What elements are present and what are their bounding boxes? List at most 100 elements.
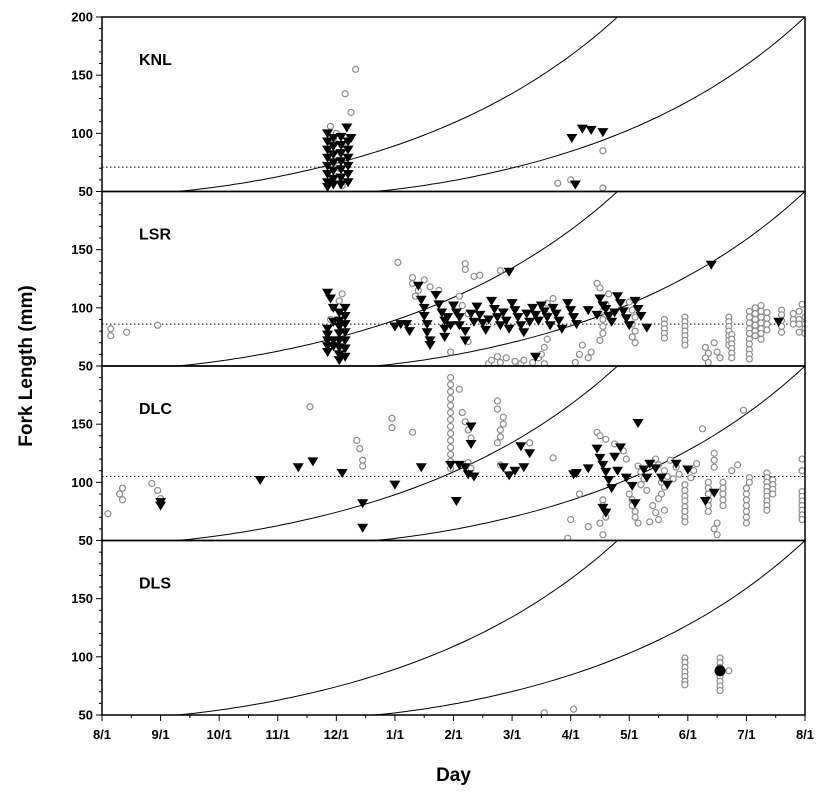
open-point — [751, 310, 759, 318]
open-point — [584, 354, 592, 362]
filled-point — [442, 313, 454, 323]
x-tick-label: 5/1 — [620, 727, 638, 742]
open-point — [388, 414, 396, 422]
open-point — [751, 304, 759, 312]
open-point — [599, 496, 607, 504]
open-point — [543, 335, 551, 343]
open-point — [496, 433, 504, 441]
filled-point — [445, 460, 457, 470]
filled-point — [322, 145, 334, 155]
open-point — [745, 478, 753, 486]
open-point — [446, 450, 455, 459]
filled-point — [335, 140, 347, 150]
filled-point — [477, 318, 489, 328]
open-point — [540, 709, 548, 715]
open-point — [394, 258, 402, 267]
open-point — [388, 424, 396, 432]
open-point — [669, 475, 677, 483]
open-points — [540, 654, 733, 715]
open-point — [549, 454, 557, 462]
filled-points — [322, 123, 609, 192]
open-point — [631, 313, 639, 321]
filled-point — [335, 165, 347, 175]
open-point — [631, 327, 639, 335]
open-point — [745, 329, 753, 338]
open-point — [795, 320, 803, 328]
open-point — [719, 502, 727, 510]
growth-curves — [173, 366, 805, 541]
filled-point — [530, 352, 542, 362]
open-point — [704, 490, 712, 498]
filled-point — [412, 281, 424, 291]
filled-point — [415, 463, 427, 473]
open-point — [502, 354, 510, 362]
growth-curve-1 — [173, 17, 618, 192]
filled-point — [459, 463, 471, 473]
filled-point — [682, 465, 694, 475]
open-point — [698, 425, 707, 433]
filled-point — [339, 328, 351, 338]
open-point — [777, 311, 786, 319]
open-point — [123, 328, 131, 336]
filled-point — [339, 336, 351, 346]
growth-curves — [173, 540, 805, 715]
filled-point — [468, 472, 480, 482]
filled-point — [629, 296, 641, 306]
filled-point — [453, 313, 465, 323]
open-point — [652, 508, 660, 517]
open-point — [757, 319, 765, 327]
filled-point — [389, 322, 401, 332]
filled-point — [155, 501, 167, 511]
open-point — [681, 507, 689, 516]
open-point — [455, 385, 463, 393]
filled-point — [641, 323, 653, 333]
filled-point — [500, 316, 512, 326]
filled-point — [535, 301, 547, 311]
open-point — [751, 321, 759, 329]
open-point — [107, 325, 115, 333]
open-point — [605, 290, 613, 298]
open-point — [789, 310, 797, 318]
filled-point — [553, 316, 565, 326]
filled-point — [465, 309, 477, 319]
filled-points — [714, 665, 726, 677]
filled-point — [566, 133, 578, 143]
filled-point — [335, 132, 347, 142]
open-point — [154, 486, 162, 495]
open-point — [599, 184, 607, 192]
filled-point — [327, 303, 339, 313]
y-tick-label: 100 — [71, 475, 93, 490]
panel-lsr: 50 100 150 LSR — [71, 190, 806, 374]
filled-point — [483, 315, 495, 325]
open-point — [446, 408, 455, 417]
filled-point — [582, 306, 594, 316]
y-tick-label: 100 — [71, 126, 93, 141]
open-point — [359, 456, 367, 464]
filled-point — [603, 311, 615, 321]
open-point — [596, 432, 604, 440]
open-point — [446, 374, 455, 382]
filled-point — [453, 321, 465, 331]
filled-point — [333, 356, 345, 366]
filled-point — [342, 170, 354, 180]
filled-point — [530, 310, 542, 320]
open-point — [540, 343, 548, 351]
open-point — [540, 360, 548, 366]
panel-frame — [101, 16, 806, 193]
open-point — [446, 387, 455, 396]
open-point — [763, 314, 771, 322]
open-point — [520, 356, 528, 364]
open-point — [622, 455, 630, 463]
filled-point — [597, 128, 609, 138]
open-point — [637, 481, 645, 489]
open-point — [742, 513, 751, 521]
filled-point — [521, 309, 533, 319]
open-point — [455, 292, 463, 300]
filled-point — [506, 299, 518, 309]
open-point — [446, 381, 455, 389]
panel-dlc: 50 100 150 DLC — [71, 365, 806, 548]
open-point — [115, 490, 124, 498]
open-point — [798, 515, 805, 524]
y-tick-label: 100 — [71, 649, 93, 664]
filled-point — [459, 327, 471, 337]
